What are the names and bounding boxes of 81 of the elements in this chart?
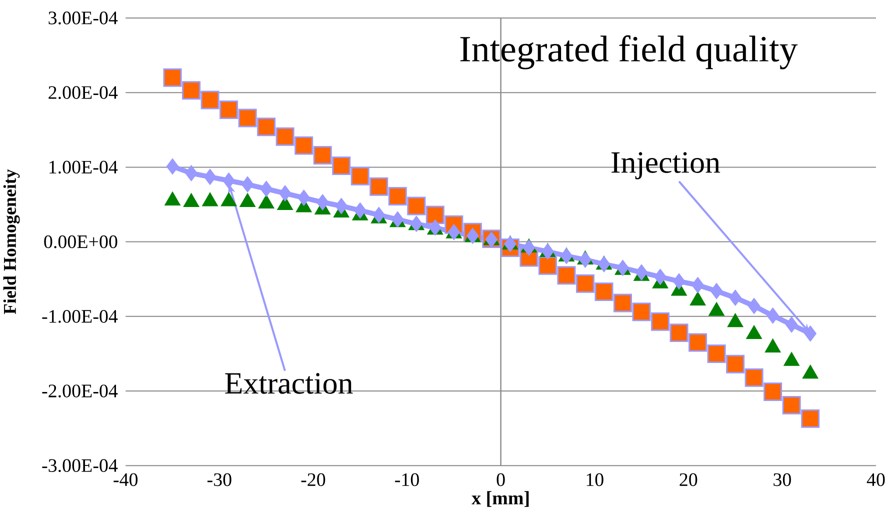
- point: [163, 68, 182, 88]
- point: [688, 333, 708, 352]
- point: [748, 298, 760, 314]
- annotation: Injection: [612, 152, 720, 180]
- point: [578, 252, 592, 268]
- point: [222, 172, 236, 190]
- y-tick-label: -3.00E-04: [42, 459, 118, 472]
- point: [670, 324, 688, 342]
- y-tick-label: 0.00E+00: [44, 236, 118, 248]
- point: [426, 206, 444, 224]
- point: [785, 316, 798, 334]
- point: [594, 282, 614, 302]
- point: [729, 290, 742, 306]
- point: [298, 190, 310, 206]
- x-tick-label: 40: [866, 473, 885, 486]
- point: [598, 256, 610, 273]
- point: [200, 91, 220, 110]
- point: [504, 236, 516, 252]
- point: [726, 355, 745, 374]
- point: [388, 187, 407, 206]
- annotation: Extraction: [225, 373, 353, 394]
- point: [241, 176, 254, 193]
- point: [313, 146, 332, 165]
- point: [182, 81, 201, 100]
- point: [801, 410, 820, 428]
- point: [576, 274, 594, 294]
- point: [350, 167, 370, 186]
- point: [654, 268, 667, 286]
- point: [166, 158, 179, 175]
- point: [557, 266, 576, 285]
- point: [692, 277, 704, 294]
- y-axis-title: Field Homogeneity: [3, 169, 20, 314]
- point: [316, 194, 329, 211]
- point: [710, 283, 723, 300]
- point: [651, 312, 670, 332]
- y-tick-label: -2.00E-04: [42, 384, 118, 398]
- point: [260, 180, 273, 198]
- point: [614, 294, 632, 312]
- point: [407, 196, 426, 216]
- y-tick-label: 3.00E-04: [48, 12, 118, 25]
- chart-title: Integrated field quality: [460, 35, 798, 70]
- point: [541, 243, 554, 260]
- y-tick-label: 2.00E-04: [48, 86, 118, 100]
- point: [782, 396, 801, 415]
- point: [332, 156, 351, 176]
- x-tick-label: -20: [301, 473, 326, 486]
- y-tick-label: -1.00E-04: [42, 310, 118, 324]
- point: [372, 206, 386, 224]
- point: [276, 128, 294, 146]
- point: [238, 108, 257, 128]
- point: [204, 168, 216, 186]
- point: [560, 248, 573, 264]
- x-tick-label: -10: [395, 473, 419, 486]
- x-tick-label: -40: [114, 473, 138, 486]
- point: [220, 100, 238, 120]
- point: [766, 308, 780, 324]
- point: [635, 264, 648, 281]
- point: [370, 178, 388, 196]
- x-tick-label: 30: [774, 473, 791, 486]
- point: [744, 368, 764, 388]
- x-tick-label: 0: [496, 473, 505, 486]
- point: [632, 302, 651, 322]
- point: [278, 185, 292, 202]
- point: [391, 211, 404, 228]
- point: [294, 136, 314, 156]
- point: [354, 202, 366, 219]
- x-tick-label: 10: [586, 473, 604, 486]
- point: [522, 240, 536, 256]
- point: [335, 198, 348, 214]
- y-tick-label: 1.00E-04: [49, 160, 118, 174]
- point: [804, 326, 817, 342]
- point: [764, 382, 782, 402]
- x-tick-label: -30: [207, 473, 232, 486]
- point: [538, 256, 557, 276]
- point: [672, 273, 686, 290]
- x-axis-title: x [mm]: [472, 491, 529, 508]
- x-tick-label: 20: [680, 473, 698, 486]
- point: [257, 118, 276, 136]
- point: [485, 232, 498, 248]
- point: [707, 344, 726, 364]
- point: [185, 165, 198, 182]
